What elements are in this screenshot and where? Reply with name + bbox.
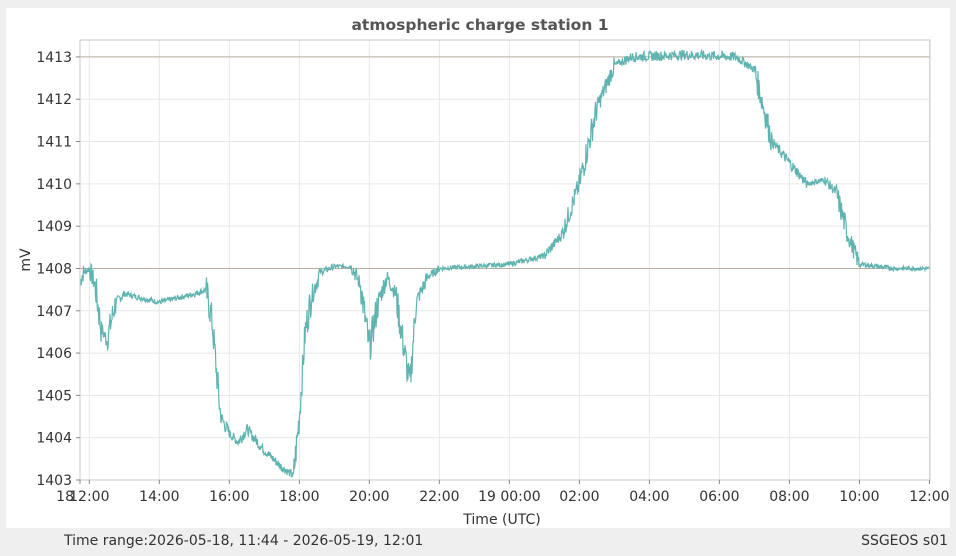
plot-area <box>80 40 930 480</box>
y-tick-label: 1406 <box>36 346 72 362</box>
x-tick-label: 18 <box>56 489 74 505</box>
y-tick-label: 1407 <box>36 304 72 320</box>
chart-title: atmospheric charge station 1 <box>351 16 608 34</box>
x-tick-label: 12:00 <box>69 489 109 505</box>
y-tick-label: 1411 <box>36 135 72 151</box>
x-tick-label: 08:00 <box>769 489 809 505</box>
y-tick-label: 1410 <box>36 177 72 193</box>
y-tick-label: 1403 <box>36 473 72 489</box>
y-axis-label: mV <box>18 248 34 272</box>
reference-lines <box>80 56 930 269</box>
x-tick-label: 14:00 <box>139 489 179 505</box>
y-tick-label: 1408 <box>36 261 72 277</box>
x-tick-label: 19 00:00 <box>478 489 541 505</box>
series-line <box>79 48 931 478</box>
x-tick-label: 16:00 <box>209 489 249 505</box>
y-tick-label: 1405 <box>36 388 72 404</box>
y-tick-label: 1404 <box>36 431 72 447</box>
x-tick-label: 02:00 <box>559 489 599 505</box>
y-axis-ticks: 1403 1404 1405 1406 1407 1408 1409 1410 1411 1412… <box>36 50 80 489</box>
time-range-label: Time range:2026-05-18, 11:44 - 2026-05-1… <box>64 533 424 549</box>
station-label: SSGEOS s01 <box>861 533 948 549</box>
x-tick-label: 10:00 <box>839 489 879 505</box>
x-tick-label: 04:00 <box>629 489 669 505</box>
y-tick-label: 1412 <box>36 92 72 108</box>
y-tick-label: 1413 <box>36 50 72 66</box>
plot-border <box>79 39 931 481</box>
x-tick-label: 18:00 <box>279 489 319 505</box>
series-layer <box>79 48 931 478</box>
x-tick-label: 12:00 <box>909 489 949 505</box>
x-tick-label: 06:00 <box>699 489 739 505</box>
x-tick-label: 20:00 <box>349 489 389 505</box>
x-axis-label: Time (UTC) <box>462 512 540 528</box>
y-tick-label: 1409 <box>36 219 72 235</box>
x-tick-label: 22:00 <box>419 489 459 505</box>
